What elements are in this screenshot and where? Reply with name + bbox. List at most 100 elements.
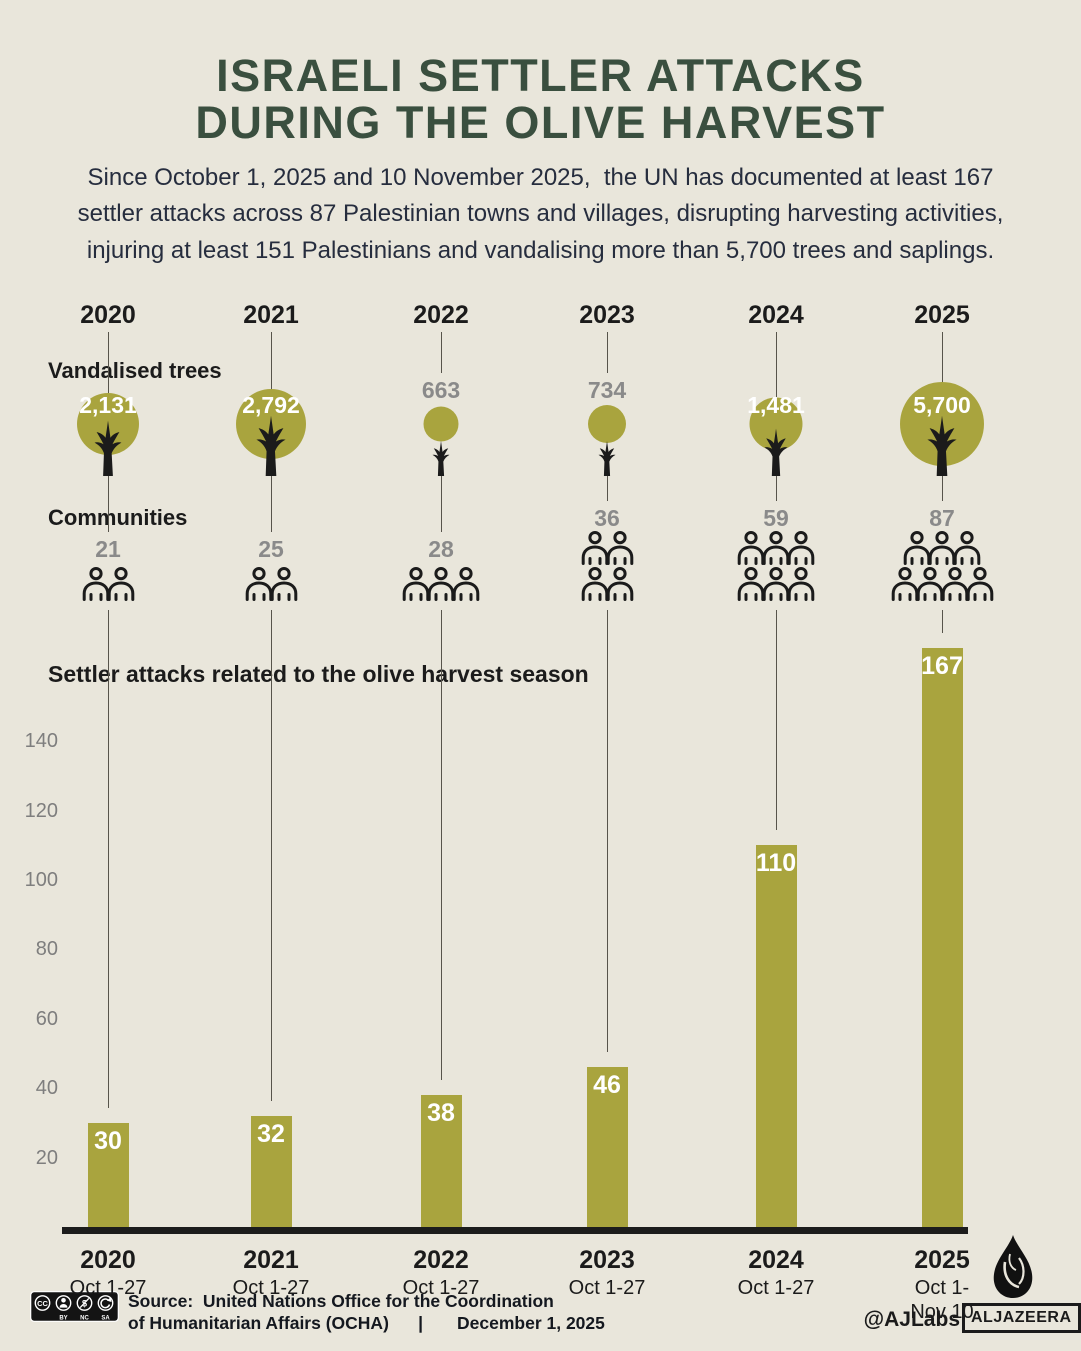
vandalised-trees-label: Vandalised trees: [48, 358, 222, 383]
source-line-1: Source: United Nations Office for the Co…: [128, 1291, 554, 1311]
tree-canopy: [423, 406, 459, 442]
column-guide-line: [607, 332, 608, 373]
x-axis-year-label: 2022: [413, 1246, 469, 1274]
cc-icon: [34, 1295, 51, 1311]
vandalised-trees-value: 663: [421, 377, 461, 403]
y-axis-tick-label: 20: [35, 1146, 58, 1169]
community-person-icon: [270, 567, 297, 601]
page-title-line-2: DURING THE OLIVE HARVEST: [195, 97, 886, 148]
column-guide-line: [607, 476, 608, 501]
subtitle-line-1: Since October 1, 2025 and 10 November 20…: [87, 164, 994, 191]
attack-count-bar: [755, 845, 797, 1227]
attack-count-value: 38: [427, 1099, 455, 1128]
vandalised-trees-value: 5,700: [913, 392, 971, 418]
community-person-icon: [82, 567, 109, 601]
attack-count-bar: [250, 1115, 292, 1227]
communities-value: 87: [929, 505, 955, 531]
community-person-icon: [916, 567, 943, 601]
x-axis-period-label: Oct 1-27: [232, 1277, 310, 1299]
column-guide-line: [108, 332, 109, 393]
community-person-icon: [107, 567, 134, 601]
attack-count-bar: [586, 1067, 628, 1227]
vandalised-tree-icon: [423, 406, 459, 476]
community-person-icon: [953, 531, 981, 565]
column-guide-line: [441, 476, 442, 532]
x-axis-year-label: 2024: [748, 1246, 804, 1274]
community-person-icon: [891, 567, 918, 601]
non-commercial-dollar-icon: [76, 1295, 93, 1311]
column-guide-line: [271, 610, 272, 1101]
column-guide-line: [942, 610, 943, 633]
y-axis-tick-label: 140: [24, 730, 58, 753]
tree-trunk: [94, 420, 122, 476]
al-jazeera-logo-icon: [993, 1235, 1033, 1298]
community-person-icon: [762, 567, 790, 601]
column-year-header: 2024: [748, 301, 804, 329]
x-axis-period-label: Oct 1-27: [402, 1277, 480, 1299]
column-guide-line: [942, 332, 943, 382]
x-axis-line: [62, 1227, 968, 1234]
communities-value: 21: [95, 536, 121, 562]
column-year-header: 2023: [579, 301, 635, 329]
column-year-header: 2022: [413, 301, 469, 329]
tree-trunk: [256, 415, 286, 476]
communities-value: 28: [428, 536, 454, 562]
y-axis-tick-label: 120: [24, 799, 58, 822]
communities-value: 36: [594, 505, 620, 531]
column-guide-line: [441, 332, 442, 373]
column-guide-line: [271, 332, 272, 389]
community-person-icon: [427, 567, 455, 601]
vandalised-tree-icon: [588, 405, 626, 476]
tree-trunk: [927, 415, 957, 476]
column-guide-line: [271, 476, 272, 532]
vandalised-tree-icon: [77, 393, 139, 476]
column-guide-line: [776, 476, 777, 501]
vandalised-tree-icon: [236, 389, 306, 476]
communities-label: Communities: [48, 505, 188, 530]
attack-count-value: 46: [593, 1071, 621, 1100]
column-guide-line: [108, 476, 109, 532]
page-title-line-1: ISRAELI SETTLER ATTACKS: [216, 50, 865, 101]
community-person-icon: [606, 567, 633, 601]
communities-value: 59: [763, 505, 789, 531]
tree-trunk: [764, 428, 788, 476]
attack-count-value: 167: [921, 651, 963, 680]
column-guide-line: [607, 610, 608, 1053]
community-person-icon: [787, 531, 815, 565]
tree-trunk: [598, 441, 616, 476]
community-person-icon: [928, 531, 956, 565]
community-person-icon: [606, 531, 633, 565]
subtitle-line-2: settler attacks across 87 Palestinian to…: [77, 200, 1004, 227]
column-guide-line: [776, 610, 777, 831]
attack-count-value: 30: [94, 1126, 122, 1155]
license-label-by: BY: [59, 1316, 67, 1322]
community-person-icon: [402, 567, 430, 601]
x-axis-year-label: 2020: [80, 1246, 136, 1274]
community-person-icon: [245, 567, 272, 601]
attack-count-bar: [420, 1095, 462, 1227]
community-person-icon: [581, 567, 608, 601]
attack-count-value: 32: [257, 1119, 285, 1148]
x-axis-period-label: Oct 1-27: [69, 1277, 147, 1299]
cc-by-nc-sa-license-icon: CC $ BY NC SA: [30, 1291, 119, 1322]
x-axis-period-label: Oct 1- Nov 10: [910, 1277, 974, 1323]
column-guide-line: [441, 610, 442, 1081]
community-person-icon: [966, 567, 993, 601]
svg-text:CC: CC: [37, 1299, 48, 1308]
y-axis-tick-label: 60: [35, 1007, 58, 1030]
x-axis-period-label: Oct 1-27: [568, 1277, 646, 1299]
vandalised-trees-value: 734: [587, 377, 627, 403]
community-person-icon: [737, 567, 765, 601]
column-year-header: 2025: [914, 301, 970, 329]
vandalised-tree-icon: [749, 397, 803, 476]
community-person-icon: [737, 531, 765, 565]
community-person-icon: [903, 531, 931, 565]
community-person-icon: [762, 531, 790, 565]
vandalised-tree-icon: [900, 382, 984, 476]
license-label-sa: SA: [101, 1316, 110, 1322]
attack-count-value: 110: [755, 849, 797, 878]
x-axis-year-label: 2023: [579, 1246, 635, 1274]
ajlabs-credit: @AJLabs: [863, 1308, 960, 1331]
aljazeera-wordmark: ALJAZEERA: [962, 1303, 1081, 1333]
community-person-icon: [581, 531, 608, 565]
